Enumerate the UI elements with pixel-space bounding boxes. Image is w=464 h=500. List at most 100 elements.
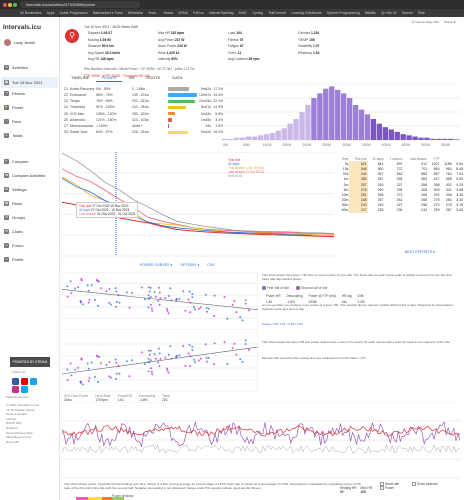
scatter-point[interactable] <box>178 354 181 357</box>
cadence-line[interactable] <box>62 444 460 454</box>
scatter-point[interactable] <box>167 312 170 315</box>
histogram-bar[interactable] <box>335 89 341 140</box>
histogram-bar[interactable] <box>430 138 436 140</box>
table-row[interactable]: 2m 307 318 327 358 368 402 4.29 <box>338 181 464 188</box>
scatter-point[interactable] <box>131 359 134 362</box>
histogram-bar[interactable] <box>287 123 293 140</box>
scatter-point[interactable] <box>100 362 102 365</box>
table-row[interactable]: 60m 227 228 230 244 259 267 3.06 <box>338 207 464 214</box>
scatter-point[interactable] <box>114 287 117 290</box>
scatter-point[interactable] <box>206 360 209 363</box>
scatter-point[interactable] <box>182 290 185 293</box>
scatter-point[interactable] <box>193 308 196 311</box>
scatter-point[interactable] <box>193 305 195 308</box>
histogram-bar[interactable] <box>293 119 299 140</box>
scatter-point[interactable] <box>204 293 207 296</box>
scatter-point[interactable] <box>247 348 250 351</box>
scatter-point[interactable] <box>241 319 244 322</box>
tab-route[interactable]: ROUTE <box>146 75 161 80</box>
scatter-point[interactable] <box>90 284 93 287</box>
scatter-point[interactable] <box>66 285 69 288</box>
scatter-point[interactable] <box>70 292 73 294</box>
scatter-point[interactable] <box>86 362 89 365</box>
histogram-bar[interactable] <box>418 137 424 140</box>
scatter-point[interactable] <box>143 298 146 301</box>
best-efforts-link[interactable]: BEST EFFORTS ▾ <box>405 250 435 254</box>
scatter-point[interactable] <box>154 295 157 298</box>
scatter-point[interactable] <box>193 361 196 364</box>
scatter-point[interactable] <box>140 351 143 354</box>
scatter-point[interactable] <box>184 364 187 367</box>
scatter-point[interactable] <box>143 363 146 365</box>
scatter-point[interactable] <box>164 356 167 359</box>
sidebar-item-power[interactable]: ⚡ Power <box>4 105 23 110</box>
tab-power[interactable]: POWER <box>96 74 122 82</box>
histogram-bar[interactable] <box>281 128 287 140</box>
scatter-point[interactable] <box>199 357 202 360</box>
scatter-point[interactable] <box>233 342 236 345</box>
scatter-point[interactable] <box>88 377 91 380</box>
table-row[interactable]: 10m 261 268 273 265 292 296 3.36 <box>338 192 464 198</box>
scatter-point[interactable] <box>244 343 247 345</box>
scatter-point[interactable] <box>125 291 128 294</box>
scatter-point[interactable] <box>189 311 192 314</box>
legend-item[interactable]: This season (Jun 19 Nov) <box>228 166 264 170</box>
42-day-curve[interactable] <box>62 177 334 237</box>
histogram-bar[interactable] <box>329 86 335 140</box>
bookmark-item[interactable]: Ride <box>417 11 425 15</box>
scatter-point[interactable] <box>115 305 118 308</box>
options-dropdown[interactable]: OPTIONS ▾ <box>180 263 200 267</box>
scatter-point[interactable] <box>239 358 242 361</box>
scatter-point[interactable] <box>80 358 83 361</box>
scatter-point[interactable] <box>149 296 152 298</box>
scatter-point[interactable] <box>191 349 194 352</box>
bookmark-item[interactable]: Garmin <box>401 11 413 15</box>
legend-item[interactable]: Last season (1 Oct 2020) <box>228 170 264 174</box>
sidebar-item-chats[interactable]: ✉ Chats <box>4 229 22 234</box>
bookmark-item[interactable]: Yeah... <box>148 11 159 15</box>
power-line[interactable] <box>62 421 460 448</box>
scatter-point[interactable] <box>69 280 72 283</box>
tab-hr[interactable]: HR <box>128 75 135 80</box>
address-bar[interactable]: intervals.icu/activities/i17000896/power <box>20 1 140 8</box>
histogram-bar[interactable] <box>424 137 430 140</box>
legend-item[interactable]: Best of all <box>228 174 264 178</box>
best-curve[interactable] <box>62 152 334 234</box>
power-curves-dropdown[interactable]: POWER CURVES ▾ <box>140 263 173 267</box>
histogram-bar[interactable] <box>346 98 353 140</box>
footer-line[interactable]: Docs API <box>6 439 19 444</box>
histogram-bar[interactable] <box>352 105 359 140</box>
bookmark-item[interactable]: Learning Solidworks <box>291 11 322 15</box>
tab-timeline[interactable]: TIMELINE <box>71 75 90 80</box>
scatter-point[interactable] <box>128 375 131 378</box>
histogram-bar[interactable] <box>358 109 365 140</box>
histogram-bar[interactable] <box>263 134 269 140</box>
scatter-point[interactable] <box>74 287 76 290</box>
scatter-point[interactable] <box>235 353 238 356</box>
scatter-point[interactable] <box>74 368 76 371</box>
histogram-bar[interactable] <box>299 112 305 140</box>
scatter-point[interactable] <box>148 290 151 293</box>
scatter-point[interactable] <box>108 288 111 290</box>
scatter-point[interactable] <box>77 286 79 289</box>
scatter-point[interactable] <box>118 301 121 304</box>
scatter-point[interactable] <box>149 349 152 352</box>
scatter-point[interactable] <box>147 286 150 289</box>
minimize-window-icon[interactable] <box>8 2 12 7</box>
bookmark-item[interactable]: Millibits <box>364 11 376 15</box>
scatter-point[interactable] <box>213 315 215 317</box>
scatter-point[interactable] <box>191 345 194 348</box>
scatter-point[interactable] <box>108 361 111 363</box>
scatter-point[interactable] <box>244 302 247 305</box>
scatter-point[interactable] <box>79 380 82 383</box>
scatter-point[interactable] <box>93 375 96 378</box>
scatter-point[interactable] <box>153 291 156 294</box>
legend-item[interactable]: 42 days <box>228 162 264 166</box>
histogram-bar[interactable] <box>364 114 371 140</box>
histogram-bar[interactable] <box>442 138 448 140</box>
scatter-point[interactable] <box>184 309 187 312</box>
sidebar-item-fitness[interactable]: ↗ Fitness <box>4 91 25 96</box>
histogram-bar[interactable] <box>400 134 406 140</box>
histogram-bar[interactable] <box>412 136 418 141</box>
scatter-point[interactable] <box>226 362 229 365</box>
